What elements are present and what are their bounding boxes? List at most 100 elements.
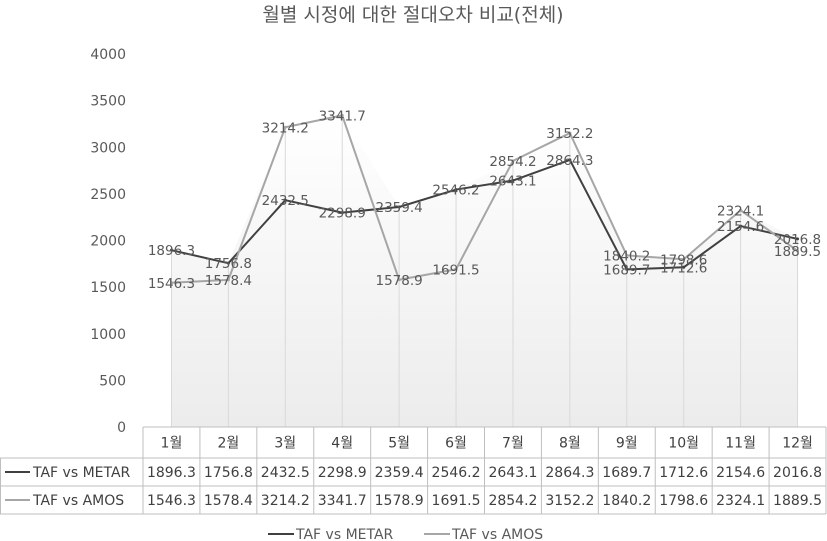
data-point (283, 198, 287, 202)
data-point (682, 257, 686, 261)
y-tick-label: 2000 (90, 234, 126, 250)
y-tick-label: 4000 (90, 47, 126, 63)
table-cell: 2432.5 (261, 465, 310, 481)
data-label: 1546.3 (148, 276, 195, 292)
data-table: 1월 2월 3월 4월 5월 6월 7월 8월 9월 10월 11월 12월 TAF vs METAR 1… (0, 426, 827, 515)
table-cell: 1689.7 (602, 465, 651, 481)
y-tick-label: 1500 (90, 280, 126, 296)
y-tick-label: 3000 (90, 140, 126, 156)
data-point (511, 159, 515, 163)
data-label: 1712.6 (660, 260, 707, 276)
table-cell: 2324.1 (716, 493, 765, 509)
data-point (169, 281, 173, 285)
x-category-label: 5월 (388, 436, 410, 452)
y-tick-label: 0 (117, 420, 126, 436)
data-point (511, 179, 515, 183)
y-tick-label: 3500 (90, 94, 126, 110)
table-cell: 1578.4 (204, 493, 253, 509)
y-tick-label: 1000 (90, 327, 126, 343)
table-series-name: TAF vs AMOS (32, 493, 124, 509)
plot-area: 0 500 1000 1500 2000 2500 3000 3500 4000 1896.3 17… (90, 47, 821, 436)
data-point (625, 267, 629, 271)
data-point (739, 208, 743, 212)
data-label: 2643.1 (489, 174, 536, 190)
table-series-name: TAF vs METAR (32, 465, 131, 481)
table-cell: 2864.3 (545, 465, 594, 481)
data-label: 2864.3 (546, 153, 593, 169)
table-cell: 2854.2 (488, 493, 537, 509)
data-label: 2432.5 (262, 193, 309, 209)
table-cell: 2154.6 (716, 465, 765, 481)
table-cell: 2298.9 (318, 465, 367, 481)
legend-label-2: TAF vs AMOS (451, 527, 543, 541)
data-label: 2359.4 (376, 200, 423, 216)
data-point (568, 158, 572, 162)
data-label: 1840.2 (603, 248, 650, 264)
chart-title: 월별 시정에 대한 절대오차 비교(전체) (262, 4, 563, 26)
data-label: 2854.2 (489, 154, 536, 170)
data-label: 2546.2 (432, 183, 479, 199)
data-label: 2324.1 (717, 203, 764, 219)
background-area (171, 115, 798, 427)
table-cell: 2546.2 (432, 465, 481, 481)
y-tick-label: 500 (99, 373, 126, 389)
x-category-label: 6월 (445, 436, 467, 452)
data-label: 3341.7 (319, 108, 366, 124)
data-point (454, 188, 458, 192)
data-point (796, 237, 800, 241)
series-line-2 (171, 114, 799, 284)
data-point (796, 249, 800, 253)
x-category-label: 11월 (725, 436, 756, 452)
table-cell: 3214.2 (261, 493, 310, 509)
data-point (682, 265, 686, 269)
data-point (568, 131, 572, 135)
x-category-label: 2월 (217, 436, 239, 452)
data-label: 3214.2 (262, 120, 309, 136)
table-cell: 1712.6 (659, 465, 708, 481)
data-label: 1756.8 (205, 256, 252, 272)
table-cell: 2643.1 (488, 465, 537, 481)
data-point (283, 125, 287, 129)
table-cell: 1840.2 (602, 493, 651, 509)
data-point (226, 278, 230, 282)
legend-label-1: TAF vs METAR (295, 527, 394, 541)
data-label: 1578.4 (205, 273, 252, 289)
x-category-label: 8월 (559, 436, 581, 452)
data-point (739, 224, 743, 228)
data-label: 2016.8 (774, 232, 821, 248)
x-category-label: 10월 (668, 436, 699, 452)
data-point (340, 113, 344, 117)
data-point (625, 253, 629, 257)
data-point (454, 267, 458, 271)
data-label: 1889.5 (774, 244, 821, 260)
x-category-label: 9월 (616, 436, 638, 452)
series-line-1 (171, 158, 798, 271)
data-label: 3152.2 (546, 126, 593, 142)
table-cell: 2016.8 (773, 465, 822, 481)
data-label: 2154.6 (717, 219, 764, 235)
table-cell: 1756.8 (204, 465, 253, 481)
table-cell: 1546.3 (147, 493, 196, 509)
data-label: 1691.5 (432, 262, 479, 278)
legend: TAF vs METAR TAF vs AMOS (268, 527, 543, 541)
table-cell: 1798.6 (659, 493, 708, 509)
table-cell: 2359.4 (375, 465, 424, 481)
table-cell: 1896.3 (147, 465, 196, 481)
data-point (397, 278, 401, 282)
data-point (397, 205, 401, 209)
data-point (226, 261, 230, 265)
data-label: 1798.6 (660, 252, 707, 268)
data-point (169, 248, 173, 252)
x-category-label: 1월 (161, 436, 183, 452)
x-category-label: 7월 (502, 436, 524, 452)
data-point (340, 211, 344, 215)
x-category-label: 12월 (782, 436, 813, 452)
table-cell: 1889.5 (773, 493, 822, 509)
data-label: 1689.7 (603, 262, 650, 278)
data-label: 1896.3 (148, 243, 195, 259)
data-label: 2298.9 (319, 206, 366, 222)
table-cell: 1691.5 (432, 493, 481, 509)
table-cell: 3152.2 (545, 493, 594, 509)
table-cell: 1578.9 (375, 493, 424, 509)
